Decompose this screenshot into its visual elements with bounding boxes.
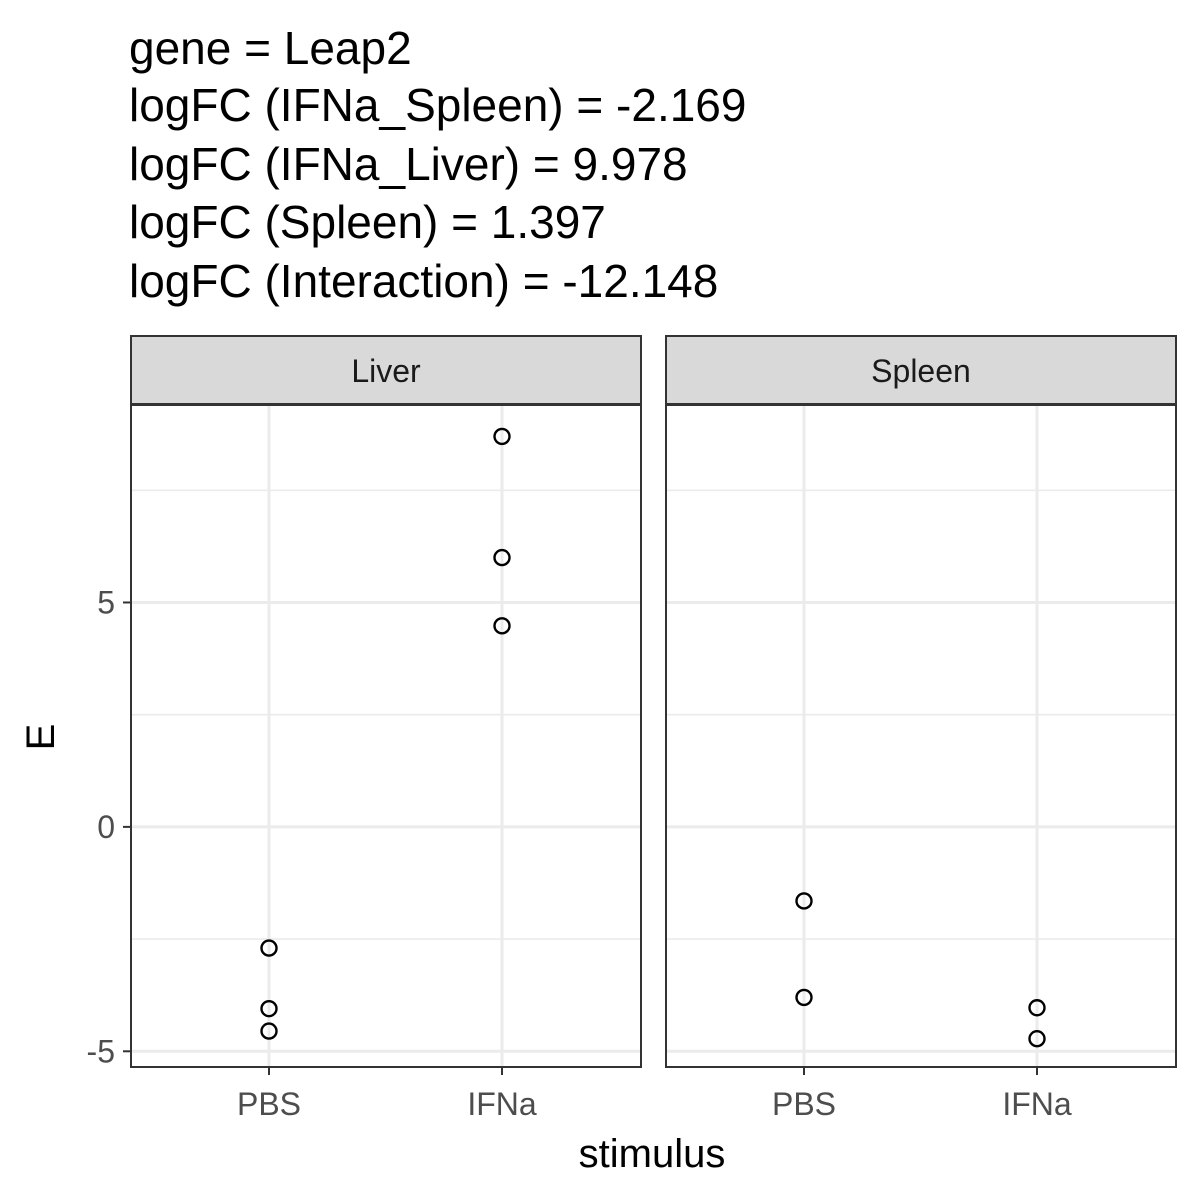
facet-strip-label: Spleen [871,353,971,389]
title-line: logFC (IFNa_Spleen) = -2.169 [129,79,746,131]
facet-panel-liver: Liver PBS IFNa [130,335,642,1122]
title-line: logFC (Interaction) = -12.148 [129,255,718,307]
facet-panel-spleen: Spleen PBS IFNa [665,335,1177,1122]
data-point [260,939,278,957]
panel-background [666,405,1176,1067]
facet-strip [665,335,1177,405]
y-axis-title: E [19,724,63,751]
facet-strip-label: Liver [351,353,421,389]
x-tick-label: IFNa [467,1086,537,1122]
data-point [795,988,813,1007]
x-axis-title: stimulus [579,1132,726,1176]
data-point [493,427,511,446]
x-tick-label: PBS [237,1086,301,1122]
title-line: gene = Leap2 [129,22,412,74]
y-tick-label: 5 [97,584,115,620]
data-point [493,548,511,567]
data-point [260,1022,278,1040]
x-tick-label: PBS [772,1086,836,1122]
y-tick-label: -5 [87,1033,115,1069]
data-point [1028,1030,1046,1048]
data-point [493,617,511,635]
title-line: logFC (Spleen) = 1.397 [129,196,606,248]
facet-panels: Liver PBS IFNa Spleen PBS IFNa [130,335,1177,1122]
x-tick-label: IFNa [1002,1086,1072,1122]
data-point [1028,999,1046,1017]
facet-strip [130,335,642,405]
data-point [795,892,813,910]
chart-title: gene = Leap2 logFC (IFNa_Spleen) = -2.16… [129,22,746,307]
title-line: logFC (IFNa_Liver) = 9.978 [129,138,688,190]
y-axis: -5 0 5 [87,584,131,1069]
panel-background [131,405,641,1067]
data-point [260,999,278,1018]
y-tick-label: 0 [97,809,115,845]
